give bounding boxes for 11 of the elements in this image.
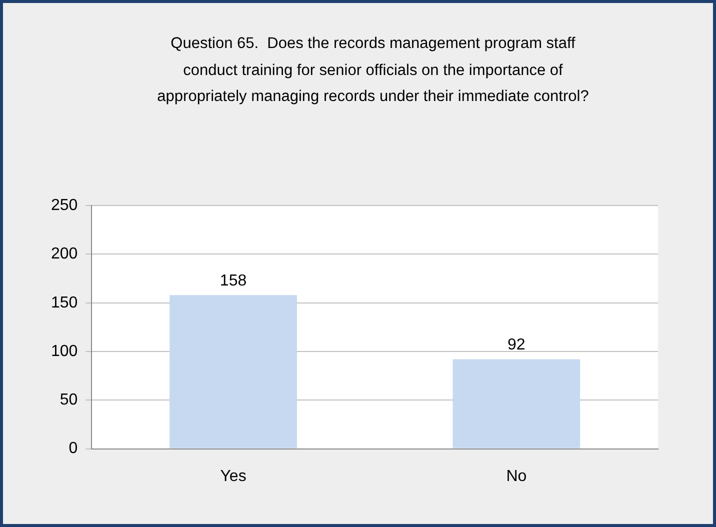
y-tick-label: 0 xyxy=(68,440,78,458)
data-label: 92 xyxy=(508,336,526,354)
y-tick-label: 150 xyxy=(50,294,78,312)
y-tick-label: 50 xyxy=(60,392,78,409)
y-tick-label: 100 xyxy=(50,342,78,360)
chart-title: Question 65. Does the records management program staff conduct training for senior officials on the importance of appropriately managing records under their immediate control? xyxy=(156,34,590,107)
x-tick-label: No xyxy=(506,468,527,485)
y-tick-label: 200 xyxy=(50,246,78,263)
y-tick-label: 250 xyxy=(50,197,78,214)
x-tick-label: Yes xyxy=(220,468,246,485)
data-label: 158 xyxy=(220,272,247,290)
